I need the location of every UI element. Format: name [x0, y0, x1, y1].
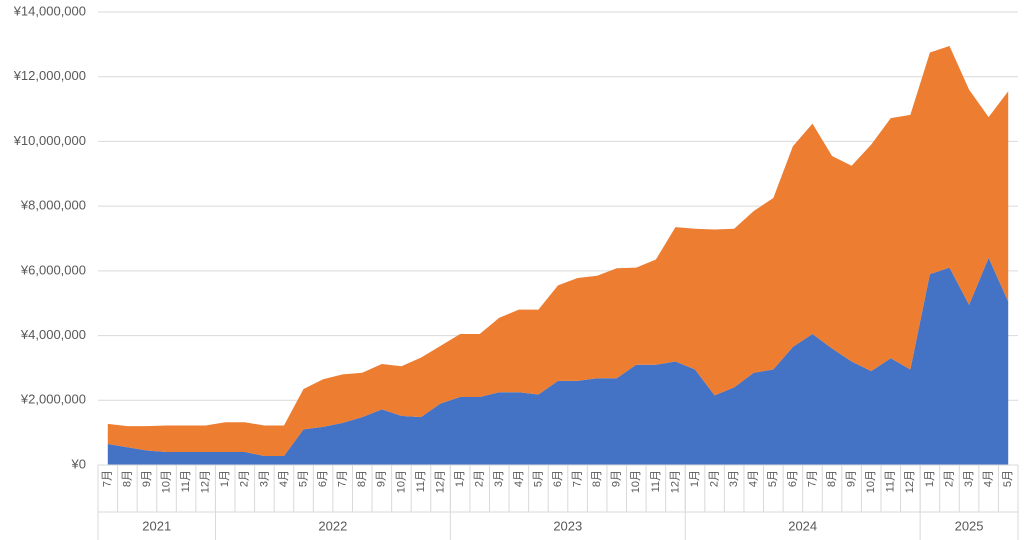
x-tick-label: 5月: [767, 470, 779, 487]
x-tick-label: 5月: [297, 470, 309, 487]
x-tick-label: 3月: [963, 470, 975, 487]
x-tick-label: 4月: [513, 470, 525, 487]
area: [107, 45, 1009, 456]
x-tick-label: 12月: [904, 470, 916, 493]
x-tick-label: 10月: [630, 470, 642, 493]
x-tick-label: 4月: [983, 470, 995, 487]
x-tick-label: 6月: [317, 470, 329, 487]
y-tick-label: ¥2,000,000: [20, 392, 86, 407]
x-tick-label: 7月: [102, 470, 114, 487]
y-tick-label: ¥4,000,000: [20, 327, 86, 342]
x-tick-label: 9月: [141, 470, 153, 487]
x-tick-label: 11月: [650, 470, 662, 492]
y-tick-label: ¥10,000,000: [13, 133, 86, 148]
x-tick-label: 1月: [454, 470, 466, 487]
x-tick-label: 3月: [493, 470, 505, 487]
x-tick-label: 11月: [885, 470, 897, 492]
x-tick-label: 7月: [337, 470, 349, 487]
x-tick-label: 9月: [376, 470, 388, 487]
x-tick-label: 11月: [180, 470, 192, 492]
x-tick-label: 6月: [552, 470, 564, 487]
y-tick-label: ¥14,000,000: [13, 3, 86, 18]
y-tick-label: ¥8,000,000: [20, 198, 86, 213]
year-label: 2021: [142, 518, 171, 533]
x-tick-label: 8月: [121, 470, 133, 487]
x-tick-label: 4月: [748, 470, 760, 487]
y-tick-label: ¥0: [71, 456, 86, 471]
x-tick-label: 12月: [200, 470, 212, 493]
x-tick-label: 9月: [846, 470, 858, 487]
x-tick-label: 10月: [395, 470, 407, 493]
x-tick-label: 7月: [806, 470, 818, 487]
y-tick-label: ¥6,000,000: [20, 262, 86, 277]
x-tick-label: 5月: [532, 470, 544, 487]
year-label: 2022: [318, 518, 347, 533]
x-tick-label: 8月: [356, 470, 368, 487]
x-tick-label: 12月: [669, 470, 681, 493]
x-tick-label: 10月: [160, 470, 172, 493]
x-tick-label: 1月: [689, 470, 701, 487]
x-tick-label: 1月: [924, 470, 936, 487]
x-tick-label: 2月: [943, 470, 955, 487]
x-tick-label: 8月: [591, 470, 603, 487]
x-tick-label: 4月: [278, 470, 290, 487]
x-tick-label: 2月: [474, 470, 486, 487]
year-label: 2025: [955, 518, 984, 533]
x-tick-label: 8月: [826, 470, 838, 487]
x-tick-label: 2月: [239, 470, 251, 487]
area: [107, 257, 1009, 465]
x-tick-label: 2月: [709, 470, 721, 487]
x-tick-label: 9月: [611, 470, 623, 487]
x-tick-label: 5月: [1002, 470, 1014, 487]
x-tick-label: 11月: [415, 470, 427, 492]
year-label: 2023: [553, 518, 582, 533]
x-tick-label: 3月: [728, 470, 740, 487]
x-tick-label: 1月: [219, 470, 231, 487]
x-tick-label: 7月: [571, 470, 583, 487]
year-label: 2024: [788, 518, 817, 533]
x-tick-label: 3月: [258, 470, 270, 487]
x-tick-label: 12月: [434, 470, 446, 493]
x-tick-label: 10月: [865, 470, 877, 493]
y-tick-label: ¥12,000,000: [13, 68, 86, 83]
x-tick-label: 6月: [787, 470, 799, 487]
